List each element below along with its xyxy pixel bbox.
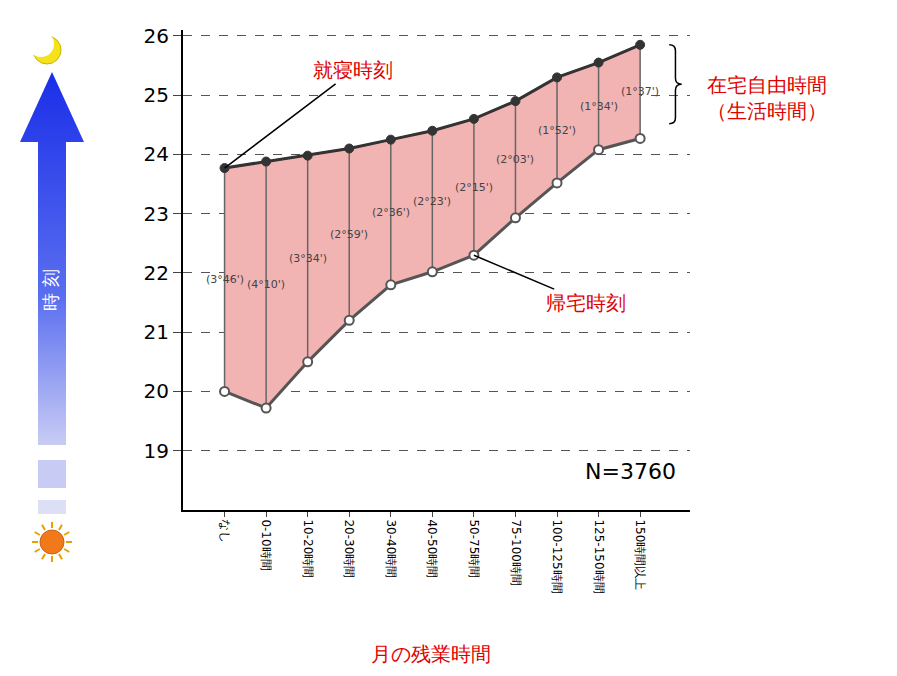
svg-text:40-50時間: 40-50時間 xyxy=(425,519,439,578)
svg-text:10-20時間: 10-20時間 xyxy=(301,519,315,578)
svg-text:25: 25 xyxy=(144,83,169,107)
svg-text:(2°59'): (2°59') xyxy=(330,228,368,241)
svg-text:23: 23 xyxy=(144,202,169,226)
svg-text:20-30時間: 20-30時間 xyxy=(342,519,356,578)
svg-text:26: 26 xyxy=(144,24,169,48)
svg-text:24: 24 xyxy=(144,142,169,166)
svg-text:19: 19 xyxy=(144,439,169,463)
svg-text:(1°52'): (1°52') xyxy=(538,124,576,137)
svg-text:21: 21 xyxy=(144,320,169,344)
svg-text:就寝時刻: 就寝時刻 xyxy=(313,58,393,82)
svg-text:(3°46'): (3°46') xyxy=(206,273,244,286)
svg-text:時 刻: 時 刻 xyxy=(40,269,61,311)
svg-text:150時間以上: 150時間以上 xyxy=(633,519,647,590)
svg-text:(2°15'): (2°15') xyxy=(455,181,493,194)
svg-text:0-10時間: 0-10時間 xyxy=(259,519,273,570)
svg-text:N=3760: N=3760 xyxy=(585,459,676,484)
svg-text:75-100時間: 75-100時間 xyxy=(509,519,523,586)
svg-text:帰宅時刻: 帰宅時刻 xyxy=(546,291,626,315)
svg-text:50-75時間: 50-75時間 xyxy=(467,519,481,578)
svg-text:在宅自由時間（生活時間）: 在宅自由時間（生活時間） xyxy=(707,73,827,123)
svg-text:(3°34'): (3°34') xyxy=(289,252,327,265)
svg-text:(2°03'): (2°03') xyxy=(496,153,534,166)
svg-text:月の残業時間: 月の残業時間 xyxy=(371,642,491,666)
svg-text:(2°23'): (2°23') xyxy=(413,195,451,208)
svg-text:22: 22 xyxy=(144,261,169,285)
svg-text:(1°34'): (1°34') xyxy=(580,100,618,113)
svg-text:20: 20 xyxy=(144,379,169,403)
svg-text:(1°37'): (1°37') xyxy=(621,85,659,98)
svg-text:なし: なし xyxy=(218,519,232,543)
svg-text:125-150時間: 125-150時間 xyxy=(592,519,606,593)
svg-text:100-125時間: 100-125時間 xyxy=(550,519,564,593)
svg-text:30-40時間: 30-40時間 xyxy=(384,519,398,578)
svg-text:(2°36'): (2°36') xyxy=(372,206,410,219)
svg-text:(4°10'): (4°10') xyxy=(247,278,285,291)
